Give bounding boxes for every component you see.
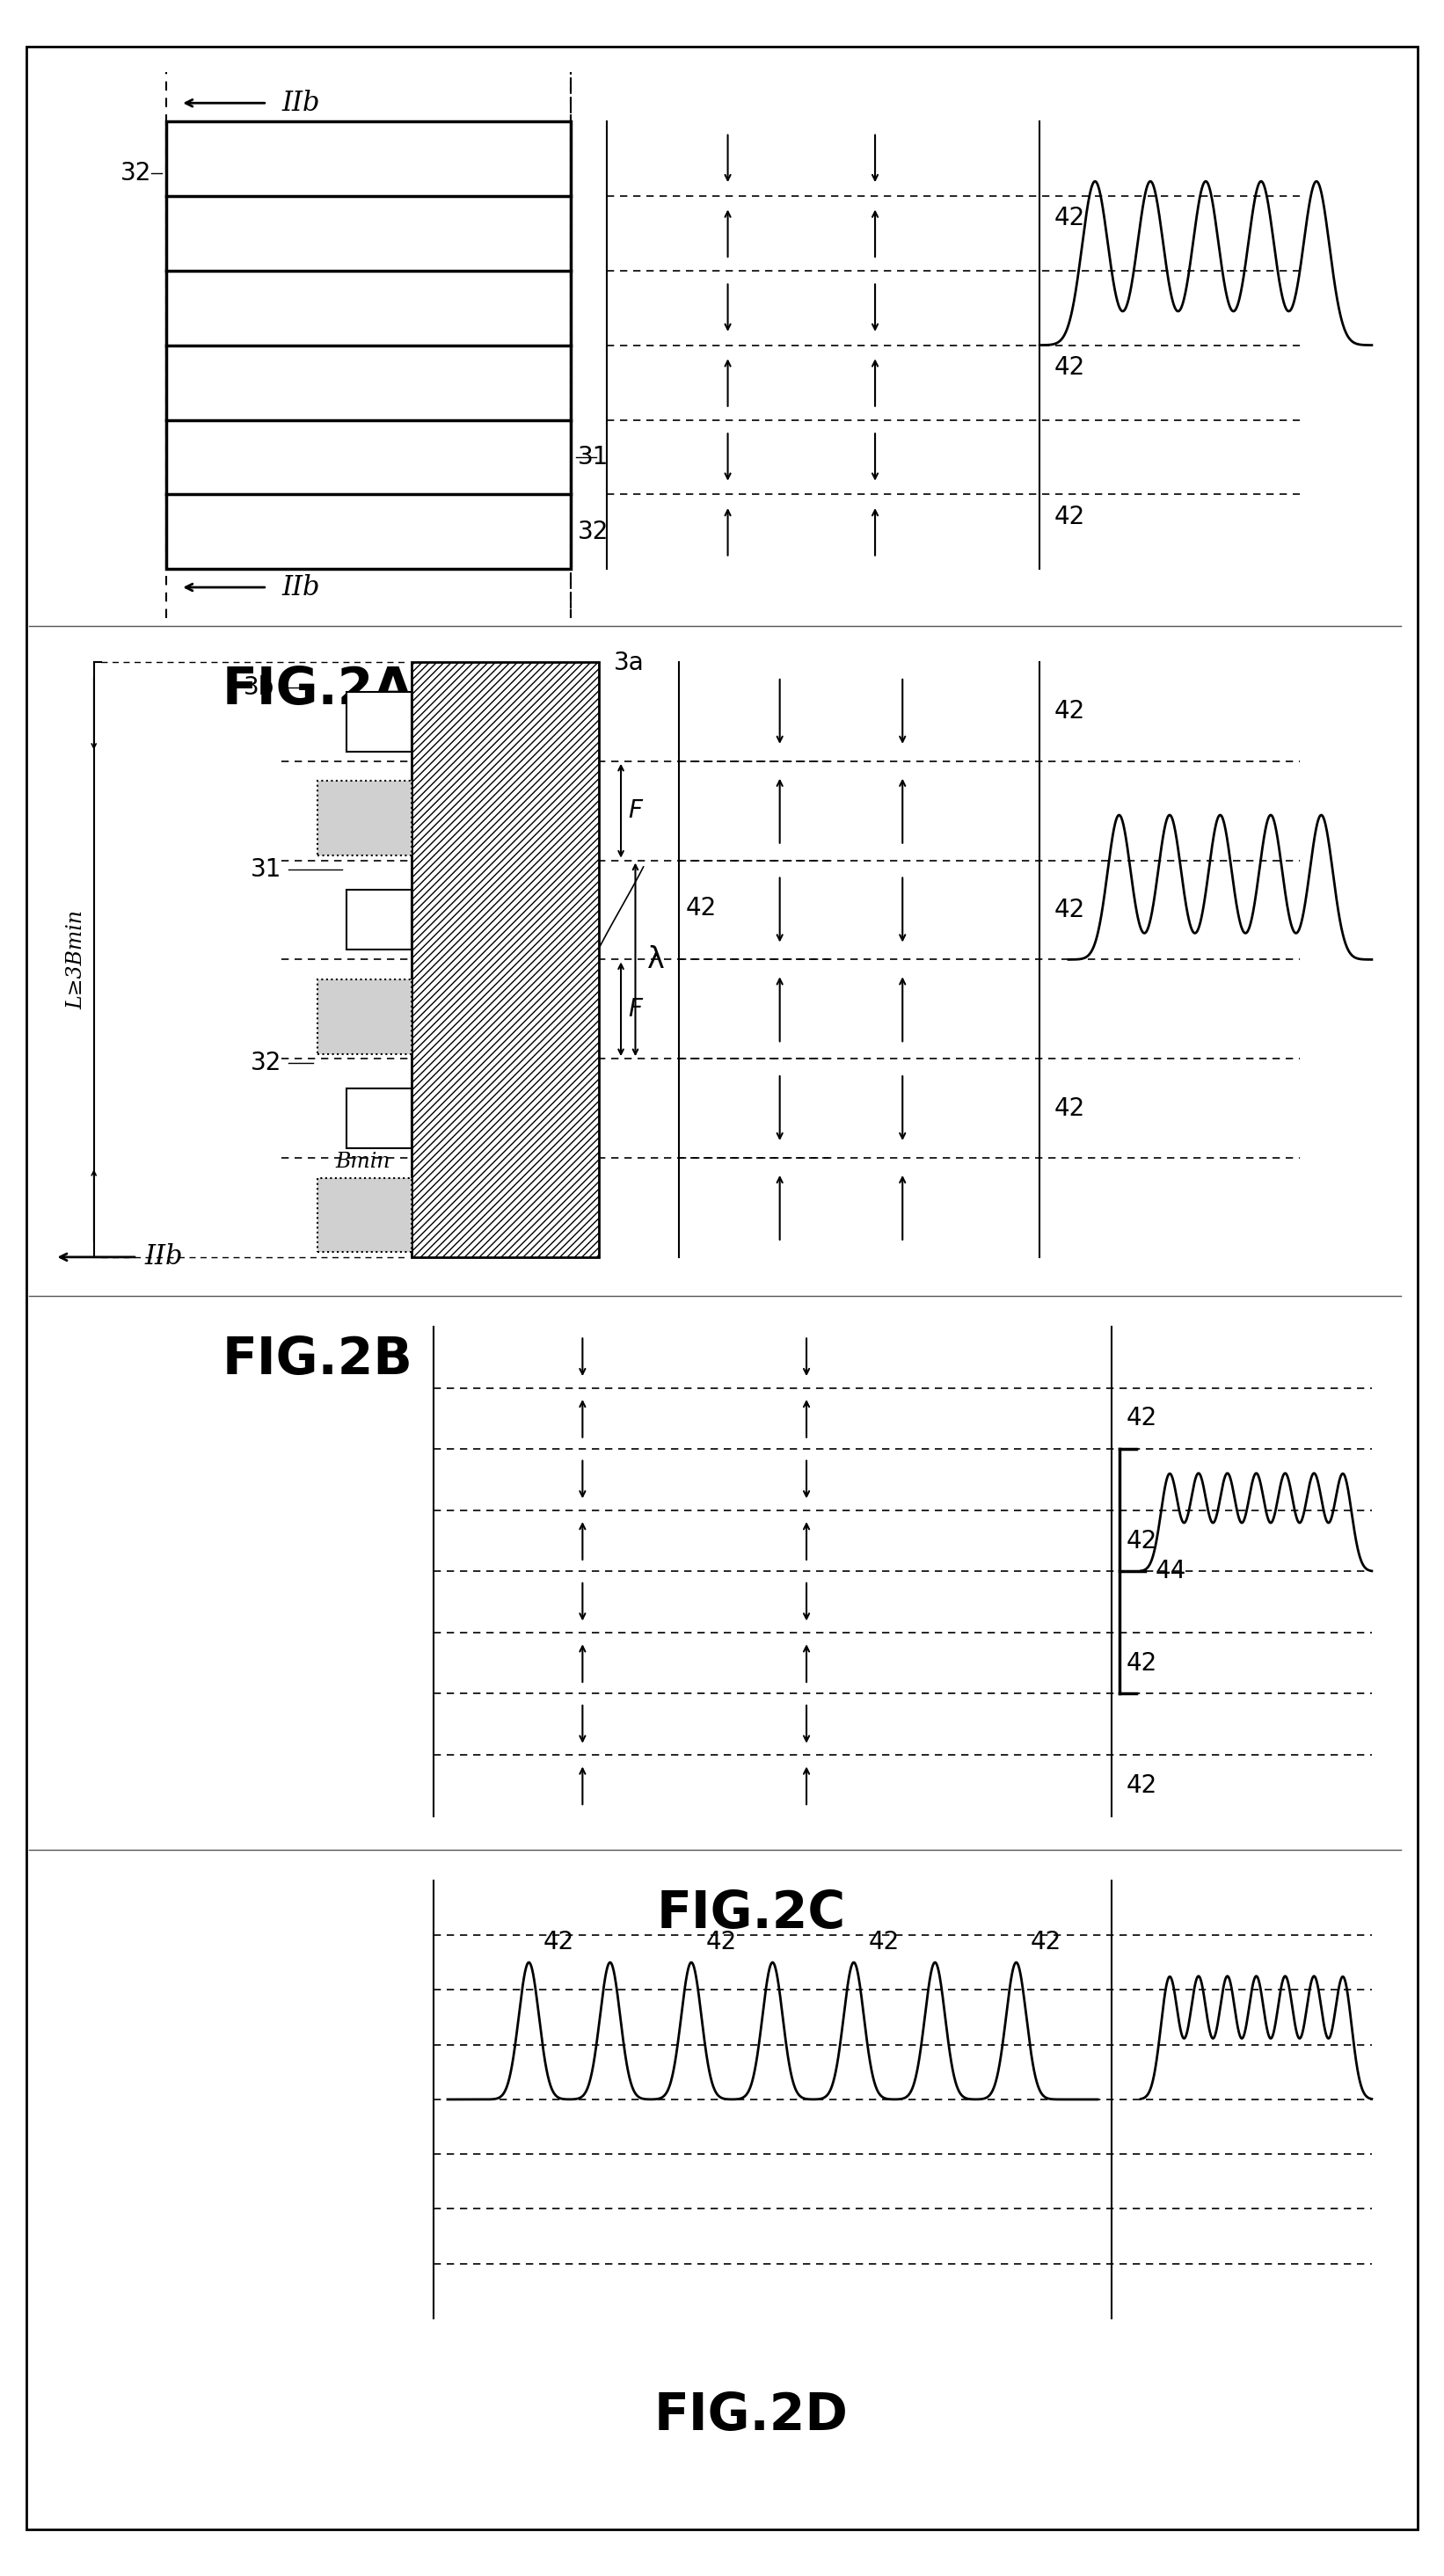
Text: 42: 42 xyxy=(1054,355,1084,379)
Text: 42: 42 xyxy=(686,896,716,920)
Text: 42: 42 xyxy=(1054,505,1084,528)
Bar xyxy=(412,662,599,1257)
Bar xyxy=(318,979,412,1054)
Bar xyxy=(318,1177,412,1252)
Text: 31: 31 xyxy=(250,858,282,881)
Text: Bmin: Bmin xyxy=(335,1151,391,1172)
Text: 42: 42 xyxy=(706,1929,736,1955)
Text: F: F xyxy=(628,997,643,1023)
Text: 44: 44 xyxy=(1155,1558,1186,1584)
Bar xyxy=(347,693,412,752)
Bar xyxy=(166,121,570,196)
Text: 31: 31 xyxy=(578,446,609,469)
Text: FIG.2D: FIG.2D xyxy=(654,2391,848,2439)
Text: 42: 42 xyxy=(1054,896,1084,922)
Bar xyxy=(166,420,570,495)
Text: IIb: IIb xyxy=(282,90,319,116)
Text: 42: 42 xyxy=(1126,1651,1157,1674)
Text: 42: 42 xyxy=(1126,1528,1157,1553)
Text: 42: 42 xyxy=(1126,1772,1157,1798)
Bar xyxy=(166,270,570,345)
Text: L≥3Bmin: L≥3Bmin xyxy=(66,909,87,1010)
Text: IIb: IIb xyxy=(282,574,319,600)
Bar xyxy=(347,1090,412,1149)
Text: 32: 32 xyxy=(578,520,609,544)
Text: 32: 32 xyxy=(250,1051,282,1074)
Bar xyxy=(318,781,412,855)
Text: 3a: 3a xyxy=(614,649,644,675)
Text: FIG.2C: FIG.2C xyxy=(656,1888,846,1937)
Bar xyxy=(347,891,412,951)
Text: 42: 42 xyxy=(1054,206,1084,232)
Text: IIb: IIb xyxy=(144,1244,182,1270)
Text: 42: 42 xyxy=(543,1929,575,1955)
Text: 42: 42 xyxy=(1126,1406,1157,1430)
Text: 3b: 3b xyxy=(243,675,274,701)
Text: FIG.2B: FIG.2B xyxy=(222,1334,413,1383)
Text: 42: 42 xyxy=(1031,1929,1061,1955)
Text: 42: 42 xyxy=(1054,698,1084,724)
Text: 42: 42 xyxy=(381,1224,413,1249)
Text: FIG.2A: FIG.2A xyxy=(222,665,413,714)
Text: λ: λ xyxy=(647,945,664,974)
Text: 42: 42 xyxy=(1054,1095,1084,1121)
Text: 32: 32 xyxy=(120,162,152,185)
Bar xyxy=(166,121,570,569)
Text: 42: 42 xyxy=(868,1929,900,1955)
Text: F: F xyxy=(628,799,643,824)
